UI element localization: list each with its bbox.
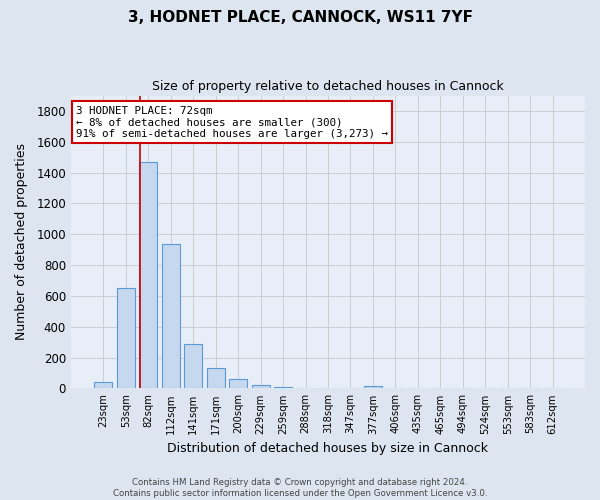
Text: 3, HODNET PLACE, CANNOCK, WS11 7YF: 3, HODNET PLACE, CANNOCK, WS11 7YF [128,10,473,25]
Bar [229,379,247,388]
Bar [117,288,135,388]
Text: 3 HODNET PLACE: 72sqm
← 8% of detached houses are smaller (300)
91% of semi-deta: 3 HODNET PLACE: 72sqm ← 8% of detached h… [76,106,388,139]
Y-axis label: Number of detached properties: Number of detached properties [15,144,28,340]
Bar [251,386,269,388]
Text: Contains HM Land Registry data © Crown copyright and database right 2024.
Contai: Contains HM Land Registry data © Crown c… [113,478,487,498]
Bar [274,387,292,388]
Bar [139,162,157,388]
Bar [206,368,224,388]
X-axis label: Distribution of detached houses by size in Cannock: Distribution of detached houses by size … [167,442,488,455]
Bar [184,344,202,388]
Title: Size of property relative to detached houses in Cannock: Size of property relative to detached ho… [152,80,504,93]
Bar [364,386,382,388]
Bar [94,382,112,388]
Bar [162,244,179,388]
